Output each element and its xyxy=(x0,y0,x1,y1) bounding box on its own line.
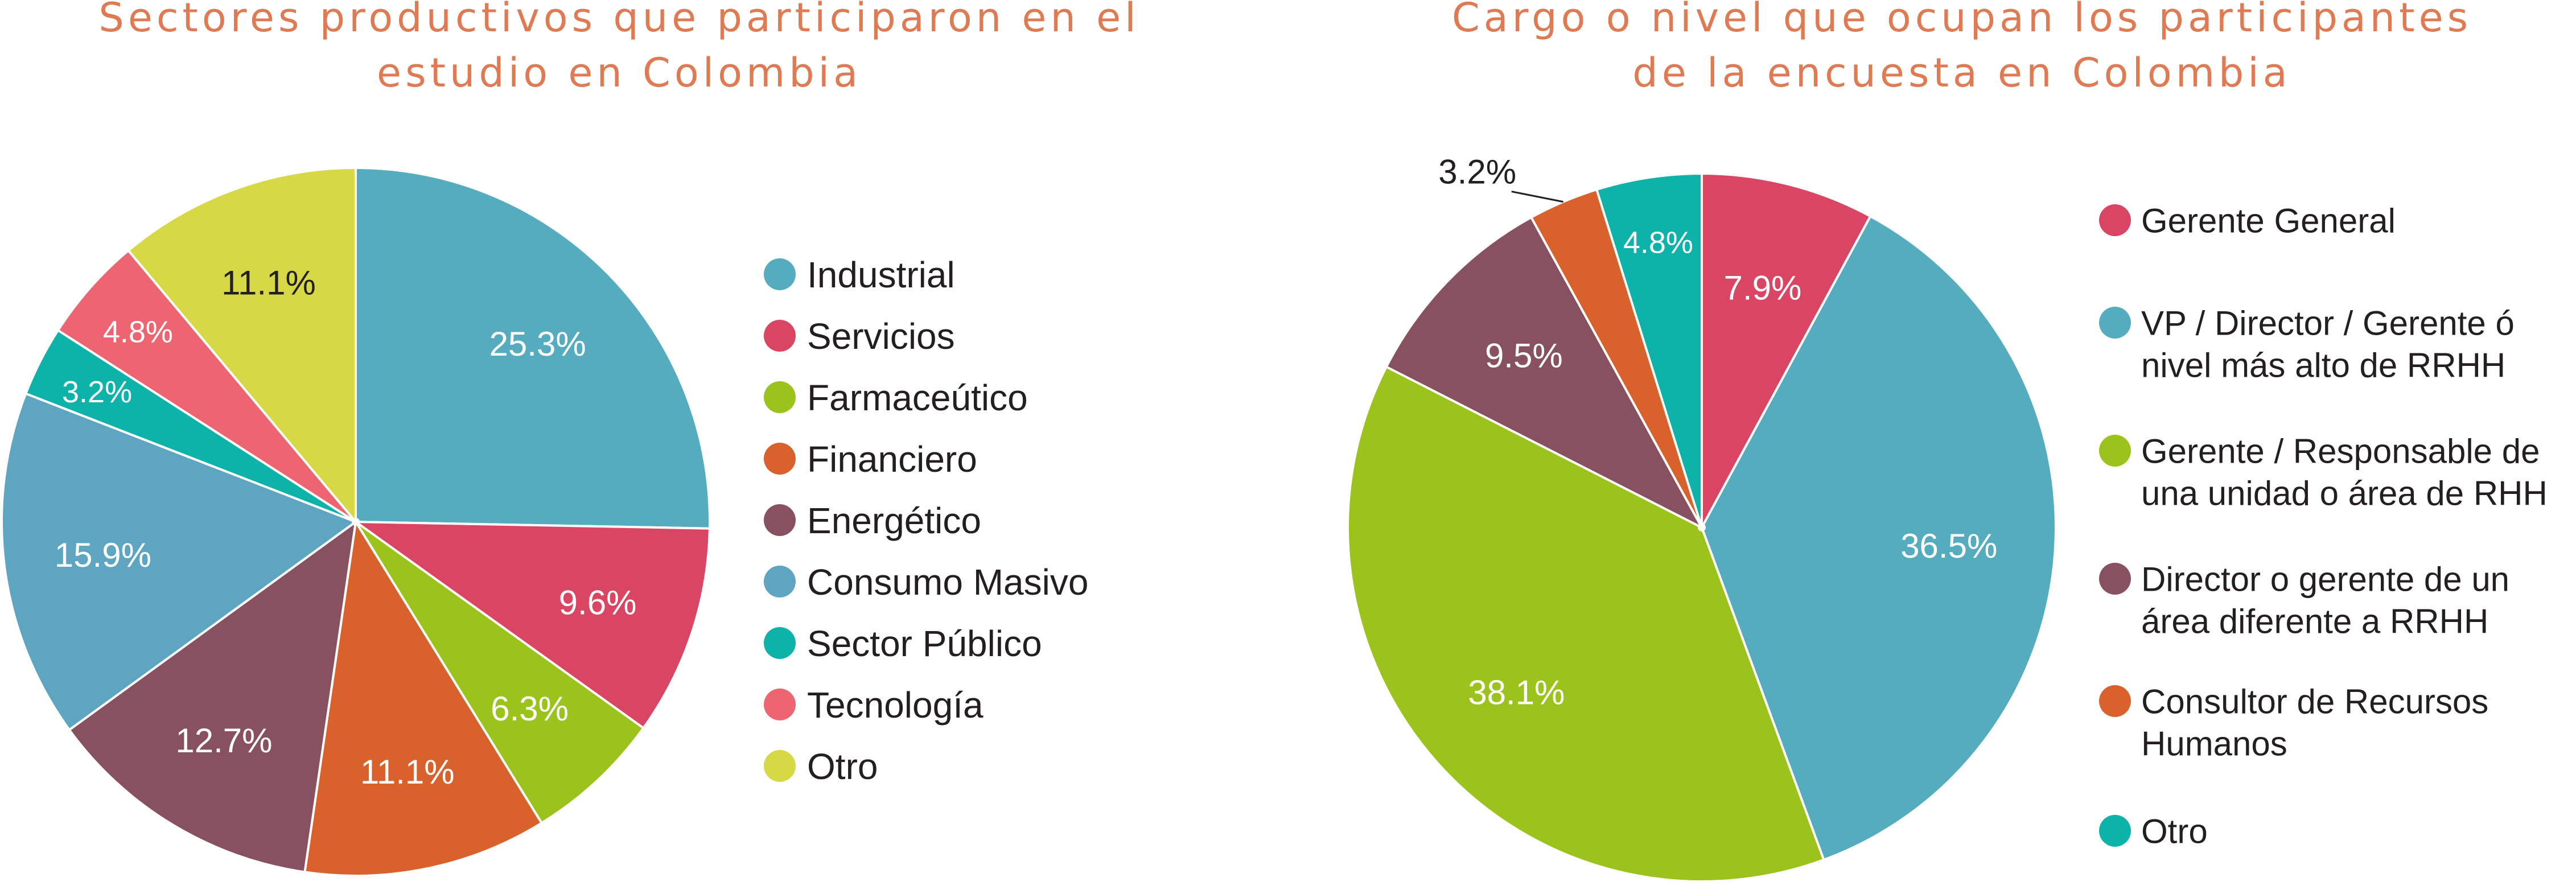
pie-slice-gerente-responsable-de-una-unidad-o-area-de-rhh xyxy=(1347,365,1825,883)
value-label-otro: 4.8% xyxy=(1623,225,1693,259)
legend-item-otro: Otro xyxy=(764,746,878,787)
legend-label: Industrial xyxy=(807,254,955,295)
legend-label: Director o gerente de un xyxy=(2141,561,2509,599)
value-label-financiero: 11.1% xyxy=(360,753,455,791)
chart-2-legend: Gerente General VP / Director / Gerente ó… xyxy=(2099,202,2548,851)
legend-label: Energético xyxy=(807,500,981,541)
legend-item-servicios: Servicios xyxy=(764,316,955,357)
legend-label: Financiero xyxy=(807,439,977,480)
legend-label: Farmaceútico xyxy=(807,377,1028,418)
pie-slice-vp-director-gerente-o-nivel-mas-alto-de-rrhh xyxy=(1701,215,2057,861)
pie-center-dot xyxy=(352,518,360,526)
legend-label: área diferente a RRHH xyxy=(2141,603,2488,641)
pie-slice-industrial xyxy=(355,167,711,530)
chart-1-value-labels: 25.3% 9.6% 6.3% 11.1% 12.7% 15.9% 3.2% 4.8% 11.1… xyxy=(55,264,637,791)
legend-label: Servicios xyxy=(807,316,955,357)
pie-slice-gerente-general xyxy=(1701,172,1872,529)
pie-slice-consumo-masivo xyxy=(1,392,357,731)
chart-2-title-line-1: Cargo o nivel que ocupan los participant… xyxy=(1452,0,2472,41)
legend-item-farmaceutico: Farmaceútico xyxy=(764,377,1028,418)
legend-item-consumo-masivo: Consumo Masivo xyxy=(764,562,1088,603)
legend-label: Otro xyxy=(807,746,878,787)
legend-label: Consumo Masivo xyxy=(807,562,1088,603)
value-label-otro: 11.1% xyxy=(221,264,316,302)
value-label-consumo-masivo: 15.9% xyxy=(55,536,151,574)
value-label-gerente-responsable-de-una-unidad-o-area-de-rhh: 38.1% xyxy=(1468,674,1565,712)
pie-slice-director-o-gerente-de-un-area-diferente-a-rrhh xyxy=(1385,216,1703,529)
legend-swatch xyxy=(2099,685,2131,717)
legend-item-gerente-responsable-de-una-unidad-o-area-de-rhh: Gerente / Responsable de una unidad o áre… xyxy=(2099,432,2548,513)
leader-line-consultor-de-recursos-humanos xyxy=(1511,191,1563,203)
legend-swatch xyxy=(764,689,796,720)
chart-1-title-line-2: estudio en Colombia xyxy=(377,50,862,96)
legend-swatch xyxy=(764,750,796,782)
legend-item-energetico: Energético xyxy=(764,500,981,541)
value-label-director-o-gerente-de-un-area-diferente-a-rrhh: 9.5% xyxy=(1485,337,1563,375)
sectores-pie-chart: Sectores productivos que participaron en… xyxy=(1,0,1139,877)
legend-label: nivel más alto de RRHH xyxy=(2141,347,2505,385)
chart-1-slices xyxy=(1,167,711,877)
legend-item-vp-director-gerente-o-nivel-mas-alto-de-rrhh: VP / Director / Gerente ó nivel más alto … xyxy=(2099,304,2515,385)
legend-item-sector-publico: Sector Público xyxy=(764,623,1042,664)
chart-2-title-line-2: de la encuesta en Colombia xyxy=(1632,50,2291,96)
legend-swatch xyxy=(764,381,796,413)
legend-swatch xyxy=(764,504,796,536)
legend-swatch xyxy=(2099,563,2131,595)
pie-slice-energetico xyxy=(68,521,357,873)
chart-2-slices xyxy=(1347,172,2057,883)
legend-swatch xyxy=(2099,307,2131,339)
chart-2-value-labels: 7.9% 36.5% 38.1% 9.5% 3.2% 4.8% xyxy=(1438,153,1997,712)
legend-item-industrial: Industrial xyxy=(764,254,955,295)
chart-1-legend: Industrial Servicios Farmaceútico Financier… xyxy=(764,254,1088,787)
legend-item-director-o-gerente-de-un-area-diferente-a-rrhh: Director o gerente de un área diferente a… xyxy=(2099,561,2509,641)
pie-slice-farmaceutico xyxy=(355,521,645,825)
legend-swatch xyxy=(764,566,796,597)
legend-swatch xyxy=(2099,815,2131,847)
value-label-farmaceutico: 6.3% xyxy=(491,690,569,728)
value-label-industrial: 25.3% xyxy=(489,325,586,363)
pie-slice-otro xyxy=(127,167,357,523)
legend-label: Sector Público xyxy=(807,623,1042,664)
value-label-tecnologia: 4.8% xyxy=(103,315,173,349)
legend-label: una unidad o área de RHH xyxy=(2141,475,2548,513)
legend-label: Gerente / Responsable de xyxy=(2141,432,2540,471)
legend-item-consultor-de-recursos-humanos: Consultor de Recursos Humanos xyxy=(2099,683,2488,763)
legend-label: Gerente General xyxy=(2141,202,2396,240)
legend-item-tecnologia: Tecnología xyxy=(764,685,984,726)
legend-swatch xyxy=(764,258,796,290)
pie-slice-otro xyxy=(1595,172,1703,529)
legend-item-gerente-general: Gerente General xyxy=(2099,202,2396,240)
value-label-energetico: 12.7% xyxy=(175,722,272,760)
chart-1-title-line-1: Sectores productivos que participaron en… xyxy=(98,0,1139,41)
value-label-vp-director-gerente-o-nivel-mas-alto-de-rrhh: 36.5% xyxy=(1900,527,1997,565)
legend-swatch xyxy=(2099,435,2131,467)
pie-center-dot xyxy=(1698,524,1706,531)
legend-swatch xyxy=(2099,204,2131,236)
legend-label: Otro xyxy=(2141,813,2208,851)
pie-slice-tecnologia xyxy=(56,249,357,523)
legend-item-otro: Otro xyxy=(2099,813,2208,851)
legend-swatch xyxy=(764,443,796,475)
pie-slice-financiero xyxy=(303,521,543,877)
legend-swatch xyxy=(764,320,796,352)
value-label-consultor-de-recursos-humanos: 3.2% xyxy=(1438,153,1516,191)
pie-slice-servicios xyxy=(355,521,711,730)
legend-label: Humanos xyxy=(2141,725,2287,763)
legend-label: Consultor de Recursos xyxy=(2141,683,2488,721)
legend-label: Tecnología xyxy=(807,685,984,726)
cargo-pie-chart: Cargo o nivel que ocupan los participant… xyxy=(1347,0,2548,883)
value-label-sector-publico: 3.2% xyxy=(62,375,132,409)
legend-label: VP / Director / Gerente ó xyxy=(2141,304,2515,343)
value-label-gerente-general: 7.9% xyxy=(1724,269,1802,307)
legend-swatch xyxy=(764,627,796,659)
value-label-servicios: 9.6% xyxy=(559,584,637,622)
legend-item-financiero: Financiero xyxy=(764,439,977,480)
